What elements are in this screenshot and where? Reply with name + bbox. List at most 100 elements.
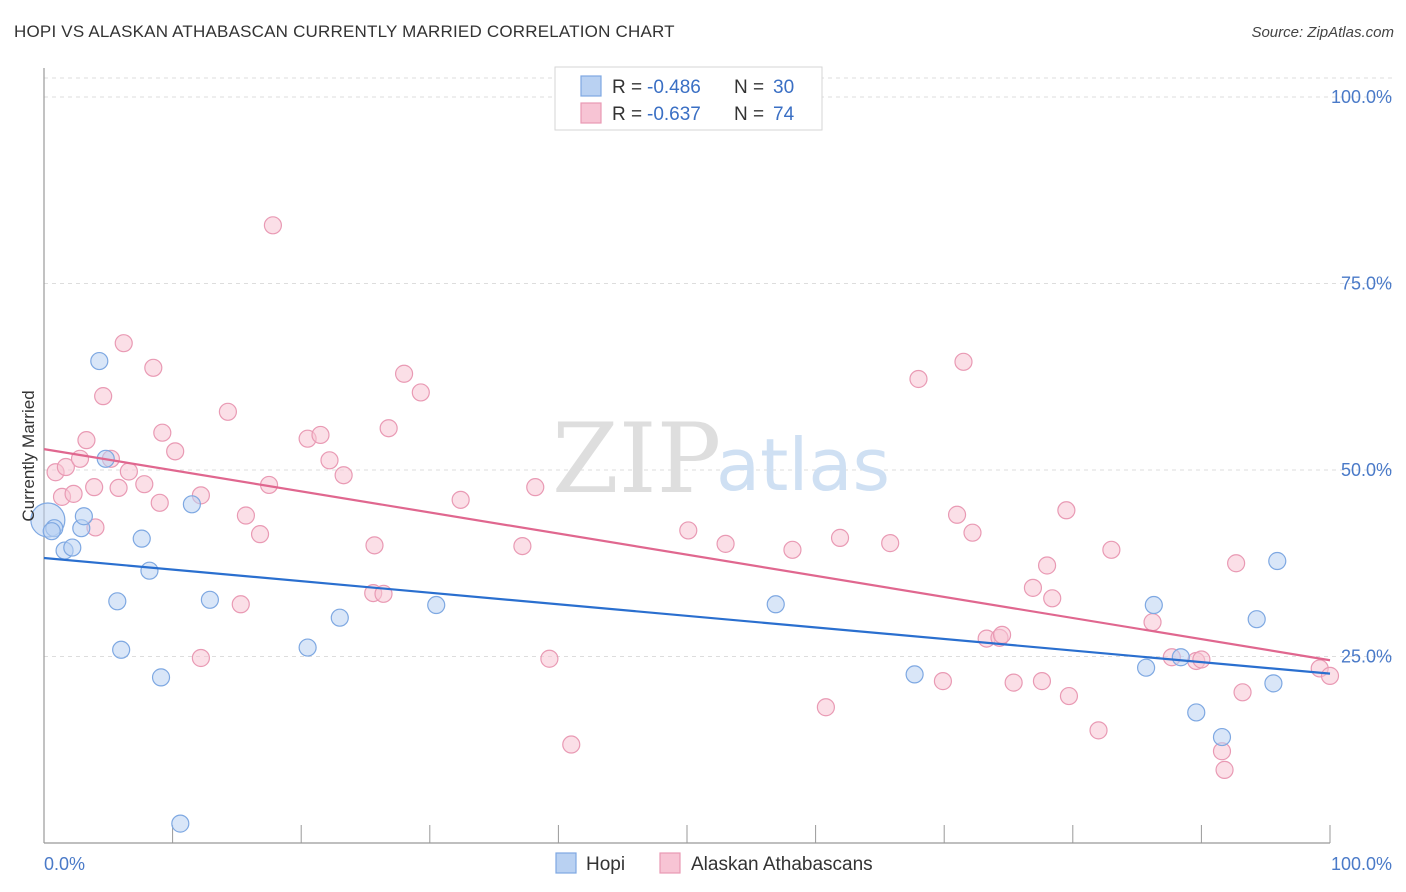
point-alaskan-14 xyxy=(144,358,163,377)
point-alaskan-10 xyxy=(109,478,128,498)
watermark-atlas: atlas xyxy=(716,423,890,507)
point-hopi-22 xyxy=(1144,595,1163,615)
legend-alaskan-r-label: R = xyxy=(612,104,642,125)
point-alaskan-8 xyxy=(94,387,113,406)
point-alaskan-16 xyxy=(153,423,172,442)
y-tick-label-25: 25.0% xyxy=(1341,647,1392,667)
point-alaskan-44 xyxy=(816,698,835,717)
point-alaskan-51 xyxy=(963,523,982,542)
point-alaskan-54 xyxy=(992,625,1012,644)
point-hopi-21 xyxy=(1137,658,1156,677)
points-layer xyxy=(30,216,1340,833)
point-alaskan-69 xyxy=(1227,554,1246,573)
point-hopi-9 xyxy=(112,640,131,659)
point-hopi-14 xyxy=(182,495,201,514)
point-alaskan-27 xyxy=(311,425,330,445)
point-alaskan-13 xyxy=(135,475,154,494)
bottom-legend-label-alaskan: Alaskan Athabascans xyxy=(691,854,873,875)
point-alaskan-63 xyxy=(1102,540,1121,559)
point-alaskan-49 xyxy=(947,505,967,524)
point-hopi-28 xyxy=(1268,551,1287,571)
y-axis-title: Currently Married xyxy=(19,390,38,521)
point-hopi-25 xyxy=(1212,727,1232,747)
legend-swatch-alaskan xyxy=(580,102,602,124)
point-alaskan-35 xyxy=(411,383,430,402)
legend-hopi-r-value: -0.486 xyxy=(647,77,701,98)
point-hopi-12 xyxy=(151,668,171,687)
point-hopi-24 xyxy=(1187,703,1206,722)
x-tick-label-100: 100.0% xyxy=(1331,854,1392,874)
point-alaskan-38 xyxy=(526,478,545,497)
point-alaskan-46 xyxy=(881,534,900,553)
point-alaskan-25 xyxy=(263,216,283,235)
point-hopi-16 xyxy=(298,638,317,657)
point-hopi-8 xyxy=(108,592,127,611)
legend-hopi-n-value: 30 xyxy=(773,77,794,98)
point-alaskan-50 xyxy=(954,352,973,371)
bottom-legend-swatch-hopi xyxy=(555,852,577,874)
legend-alaskan-n-value: 74 xyxy=(773,104,795,125)
point-hopi-26 xyxy=(1247,610,1266,629)
point-hopi-3 xyxy=(63,538,82,557)
point-hopi-20 xyxy=(905,665,924,684)
trend-layer xyxy=(43,448,1331,675)
point-alaskan-17 xyxy=(166,442,185,461)
point-hopi-6 xyxy=(90,351,109,371)
point-alaskan-61 xyxy=(1059,686,1079,706)
point-alaskan-12 xyxy=(119,462,138,481)
point-hopi-27 xyxy=(1264,674,1283,693)
y-tick-label-50: 50.0% xyxy=(1341,460,1392,480)
trend-line-hopi xyxy=(43,556,1331,675)
point-alaskan-72 xyxy=(1320,666,1340,685)
point-alaskan-57 xyxy=(1032,672,1052,691)
point-alaskan-3 xyxy=(64,484,83,503)
point-hopi-29 xyxy=(42,522,61,541)
point-alaskan-28 xyxy=(320,451,339,470)
point-alaskan-48 xyxy=(933,672,953,691)
watermark-zip: ZIP xyxy=(552,403,721,515)
point-alaskan-5 xyxy=(77,431,96,450)
point-alaskan-20 xyxy=(218,402,237,421)
point-hopi-23 xyxy=(1171,648,1190,667)
point-alaskan-21 xyxy=(231,595,250,614)
point-alaskan-59 xyxy=(1043,589,1062,608)
bottom-legend: Hopi Alaskan Athabascans xyxy=(555,852,873,875)
legend-hopi-n-label: N = xyxy=(734,77,764,98)
chart-title: HOPI VS ALASKAN ATHABASCAN CURRENTLY MAR… xyxy=(14,22,675,41)
point-alaskan-70 xyxy=(1233,683,1252,702)
point-hopi-18 xyxy=(427,595,446,615)
point-hopi-19 xyxy=(766,595,785,614)
x-tick-label-0: 0.0% xyxy=(44,854,85,874)
point-alaskan-68 xyxy=(1215,760,1234,779)
point-hopi-11 xyxy=(140,561,159,580)
point-alaskan-33 xyxy=(379,419,398,438)
point-alaskan-73 xyxy=(1192,650,1211,669)
point-alaskan-4 xyxy=(70,449,90,468)
point-alaskan-15 xyxy=(150,493,169,512)
axis-layer xyxy=(43,68,1331,844)
point-alaskan-11 xyxy=(114,334,133,353)
point-alaskan-40 xyxy=(562,735,581,754)
point-hopi-5 xyxy=(74,507,93,526)
point-alaskan-62 xyxy=(1089,721,1108,740)
top-legend: R = -0.486 N = 30 R = -0.637 N = 74 xyxy=(554,66,823,131)
point-alaskan-45 xyxy=(830,528,850,547)
point-alaskan-19 xyxy=(191,648,210,668)
labels-layer: 25.0% 50.0% 75.0% 100.0% 0.0% 100.0% xyxy=(44,87,1392,874)
chart-source: Source: ZipAtlas.com xyxy=(1251,24,1394,41)
point-alaskan-22 xyxy=(236,506,256,525)
legend-swatch-hopi xyxy=(580,75,602,97)
legend-alaskan-n-label: N = xyxy=(734,104,764,125)
bottom-legend-swatch-alaskan xyxy=(659,852,681,874)
point-alaskan-60 xyxy=(1057,501,1076,520)
point-alaskan-56 xyxy=(1023,578,1043,597)
point-alaskan-37 xyxy=(513,536,532,556)
point-alaskan-34 xyxy=(394,364,414,383)
point-alaskan-55 xyxy=(1004,673,1023,692)
point-alaskan-47 xyxy=(909,369,928,389)
point-alaskan-23 xyxy=(250,525,270,544)
point-hopi-10 xyxy=(132,529,151,548)
point-alaskan-58 xyxy=(1037,556,1057,575)
point-hopi-15 xyxy=(200,590,219,609)
